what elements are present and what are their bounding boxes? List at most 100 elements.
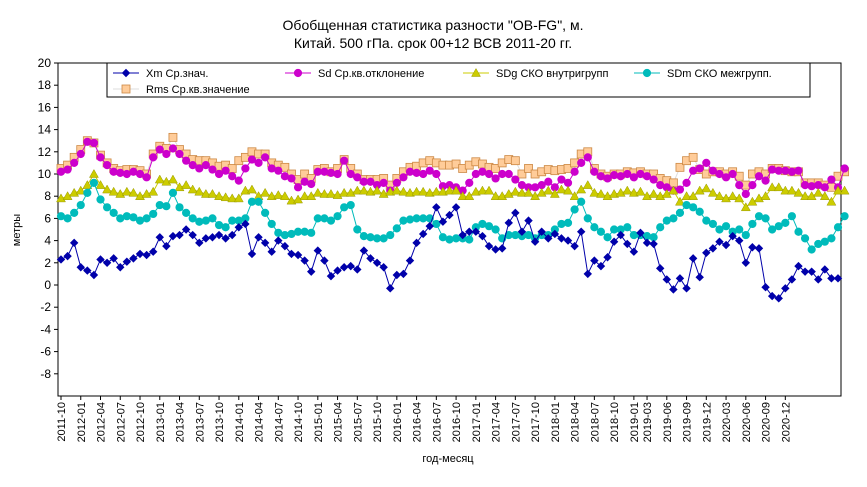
series-3-point (800, 191, 811, 200)
series-1-point (195, 238, 204, 248)
series-4-point (741, 230, 750, 240)
series-3-point (385, 186, 396, 196)
series-4-point (359, 232, 368, 241)
series-2-point (182, 156, 191, 165)
series-3-point (339, 187, 350, 197)
legend-label: Xm Ср.знач. (146, 68, 208, 80)
series-2-point (221, 166, 230, 175)
series-1-point (557, 234, 566, 243)
series-2-point (247, 155, 257, 164)
series-4-point (379, 234, 388, 243)
series-1-point (346, 261, 355, 271)
series-2-point (840, 164, 849, 173)
series-4-point (280, 230, 289, 240)
series-3-point (82, 180, 93, 189)
x-tick-label: 2014-04 (254, 402, 266, 442)
y-tick-label: -8 (40, 367, 51, 381)
series-2-point (149, 153, 158, 162)
series-3-point (648, 188, 659, 198)
series-3-point (773, 182, 784, 192)
series-1-point (642, 238, 652, 248)
series-3-point (220, 192, 231, 202)
series-1-point (728, 231, 737, 241)
series-4-point (787, 212, 797, 221)
series-2 (56, 137, 849, 199)
series-3-point (121, 186, 132, 196)
series-2-point (70, 158, 79, 167)
series-4 (56, 178, 849, 254)
series-1-point (609, 237, 619, 246)
series-2-point (234, 176, 243, 185)
series-2-point (721, 173, 731, 182)
series-4-point (768, 225, 777, 234)
legend-swatch-marker (293, 68, 303, 78)
x-tick-label: 2020-12 (780, 402, 792, 442)
series-2-point (353, 173, 362, 182)
x-tick-label: 2018-07 (589, 402, 601, 442)
series-4-point (175, 203, 184, 212)
series-2-point (307, 179, 316, 189)
series-2-point (781, 166, 790, 175)
series-4-point (129, 213, 138, 222)
series-1-point (326, 271, 336, 281)
series-1-point (122, 257, 132, 266)
x-tick-label: 2018-04 (570, 402, 582, 442)
series-1-point (109, 254, 118, 263)
series-4-point (708, 219, 717, 229)
series-2-point (116, 168, 125, 177)
series-4-point (195, 217, 204, 226)
series-1-point (234, 223, 243, 232)
series-1-point (76, 263, 85, 272)
series-1-point (188, 230, 197, 240)
series-2-point (320, 167, 329, 176)
series-3-point (740, 202, 751, 212)
series-1-point (56, 255, 66, 264)
x-tick-label: 2015-10 (372, 402, 384, 442)
series-1-point (227, 230, 237, 240)
series-1-point (511, 208, 520, 218)
series-2-point (261, 153, 270, 162)
series-2-point (326, 168, 336, 177)
x-tick-label: 2018-10 (609, 402, 621, 442)
series-4-point (774, 222, 783, 231)
series-4-point (656, 223, 665, 232)
y-tick-label: 20 (38, 56, 52, 70)
series-2-point (168, 144, 178, 153)
legend-item-4: SDm СКО межгрупп. (634, 68, 772, 80)
series-1-point (530, 237, 540, 246)
series-2-point (511, 175, 520, 184)
series-1-point (221, 234, 230, 243)
series-3-point (569, 191, 580, 200)
series-1-point (800, 267, 810, 276)
series-3-point (556, 184, 567, 194)
series-4-point (70, 208, 79, 217)
series-4-point (96, 195, 105, 204)
series-4-point (807, 245, 816, 254)
series-2-point (715, 169, 724, 179)
y-tick-label: -4 (40, 322, 51, 336)
series-2-point (208, 165, 217, 174)
series-1-point (260, 238, 270, 248)
series-3-point (826, 196, 837, 206)
series-2-point (702, 158, 711, 167)
series-2-point (484, 169, 494, 179)
series-1-point (280, 241, 290, 251)
series-1-point (214, 230, 224, 240)
series-1-point (451, 203, 461, 212)
series-4-point (669, 214, 678, 223)
series-1-point (366, 254, 375, 263)
series-4-point (794, 227, 803, 236)
series-4-point (675, 208, 685, 217)
series-1-point (814, 275, 823, 284)
x-tick-label: 2015-07 (352, 402, 364, 442)
series-1-point (721, 240, 731, 250)
series-2-point (675, 185, 685, 194)
series-2-point (214, 169, 224, 179)
series-1-point (603, 253, 612, 262)
series-1-point (63, 251, 72, 261)
series-4-point (149, 209, 158, 219)
series-2-point (787, 167, 797, 176)
series-2-point (135, 169, 145, 179)
series-2-point (201, 161, 210, 170)
series-3-point (622, 185, 633, 195)
